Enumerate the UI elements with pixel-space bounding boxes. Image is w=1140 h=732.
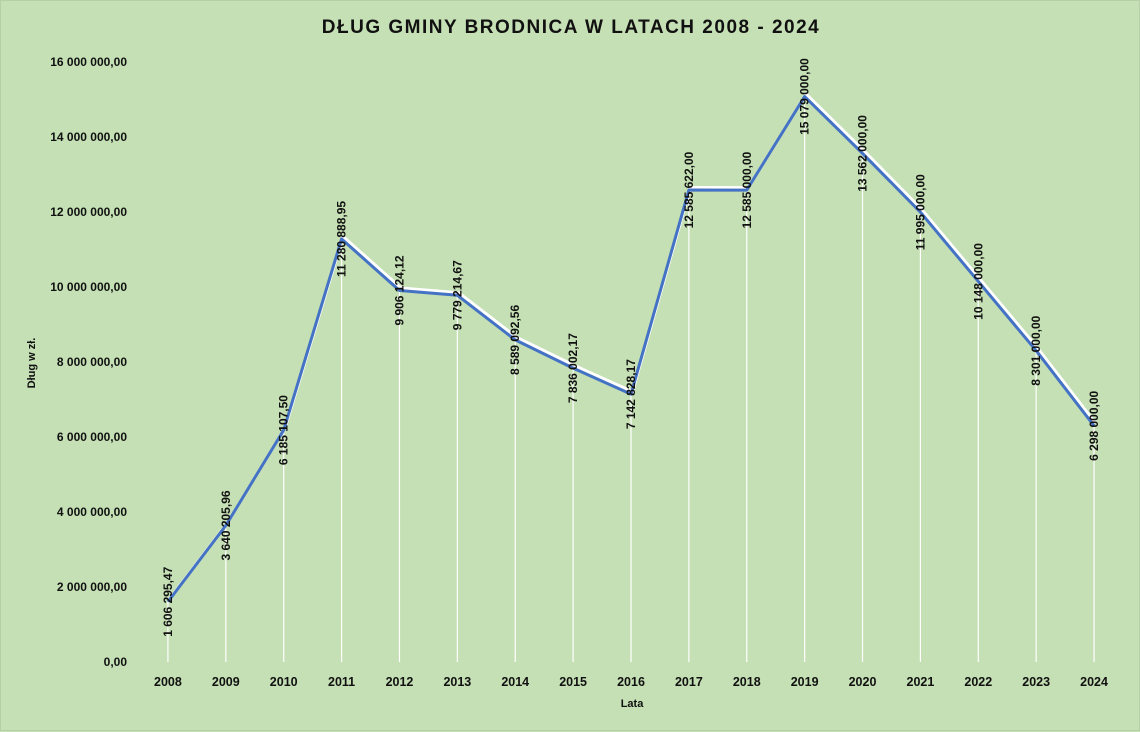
data-label: 7 142 828,17 — [624, 359, 638, 429]
data-label: 11 280 888,95 — [335, 201, 349, 277]
x-tick-label: 2018 — [733, 675, 761, 689]
x-tick-label: 2016 — [617, 675, 645, 689]
y-tick-label: 8 000 000,00 — [57, 355, 127, 369]
y-tick-label: 6 000 000,00 — [57, 430, 127, 444]
data-label: 1 606 295,47 — [161, 566, 175, 636]
series-line — [166, 95, 1096, 603]
x-tick-label: 2019 — [791, 675, 819, 689]
x-tick-label: 2011 — [328, 675, 355, 689]
y-tick-label: 0,00 — [104, 655, 128, 669]
data-label: 3 640 205,96 — [219, 490, 233, 560]
y-tick-label: 2 000 000,00 — [57, 580, 127, 594]
data-label: 9 906 124,12 — [392, 255, 406, 325]
x-tick-label: 2024 — [1080, 675, 1108, 689]
y-tick-label: 10 000 000,00 — [50, 280, 127, 294]
x-tick-label: 2017 — [675, 675, 703, 689]
data-label: 12 585 000,00 — [740, 151, 754, 228]
x-tick-label: 2020 — [849, 675, 877, 689]
data-label: 10 148 000,00 — [971, 243, 985, 320]
x-tick-label: 2012 — [386, 675, 414, 689]
y-axis: 0,00 2 000 000,00 4 000 000,00 6 000 000,00… — [50, 55, 127, 669]
data-label: 12 585 622,00 — [682, 151, 696, 228]
x-axis: 2008 2009 2010 2011 2012 2013 2014 2015 2016 2017… — [154, 675, 1108, 689]
data-label: 9 779 214,67 — [450, 260, 464, 330]
data-label: 8 301 000,00 — [1029, 315, 1043, 385]
x-tick-label: 2008 — [154, 675, 182, 689]
data-label: 6 298 000,00 — [1087, 390, 1101, 460]
x-tick-label: 2022 — [964, 675, 992, 689]
y-axis-title: Dług w zł. — [26, 338, 38, 389]
data-label: 7 836 002,17 — [566, 333, 580, 403]
y-tick-label: 4 000 000,00 — [57, 505, 127, 519]
x-axis-title: Lata — [621, 698, 645, 710]
y-tick-label: 12 000 000,00 — [50, 205, 127, 219]
x-tick-label: 2013 — [443, 675, 471, 689]
y-tick-label: 16 000 000,00 — [50, 55, 127, 69]
series-line-group — [166, 92, 1097, 603]
x-tick-label: 2021 — [907, 675, 935, 689]
x-tick-label: 2015 — [559, 675, 587, 689]
data-label: 6 185 107,50 — [277, 395, 291, 465]
x-tick-label: 2023 — [1022, 675, 1050, 689]
data-label: 13 562 000,00 — [856, 115, 870, 192]
data-labels: 1 606 295,47 3 640 205,96 6 185 107,50 11 2… — [161, 58, 1101, 637]
y-tick-label: 14 000 000,00 — [50, 130, 127, 144]
data-label: 8 589 092,56 — [508, 305, 522, 375]
data-label: 11 995 000,00 — [913, 174, 927, 250]
chart-title: DŁUG GMINY BRODNICA W LATACH 2008 - 2024 — [321, 17, 821, 38]
data-label: 15 079 000,00 — [798, 58, 812, 135]
x-tick-label: 2009 — [212, 675, 240, 689]
drop-lines — [167, 96, 1095, 662]
x-tick-label: 2014 — [501, 675, 529, 689]
x-tick-label: 2010 — [270, 675, 298, 689]
